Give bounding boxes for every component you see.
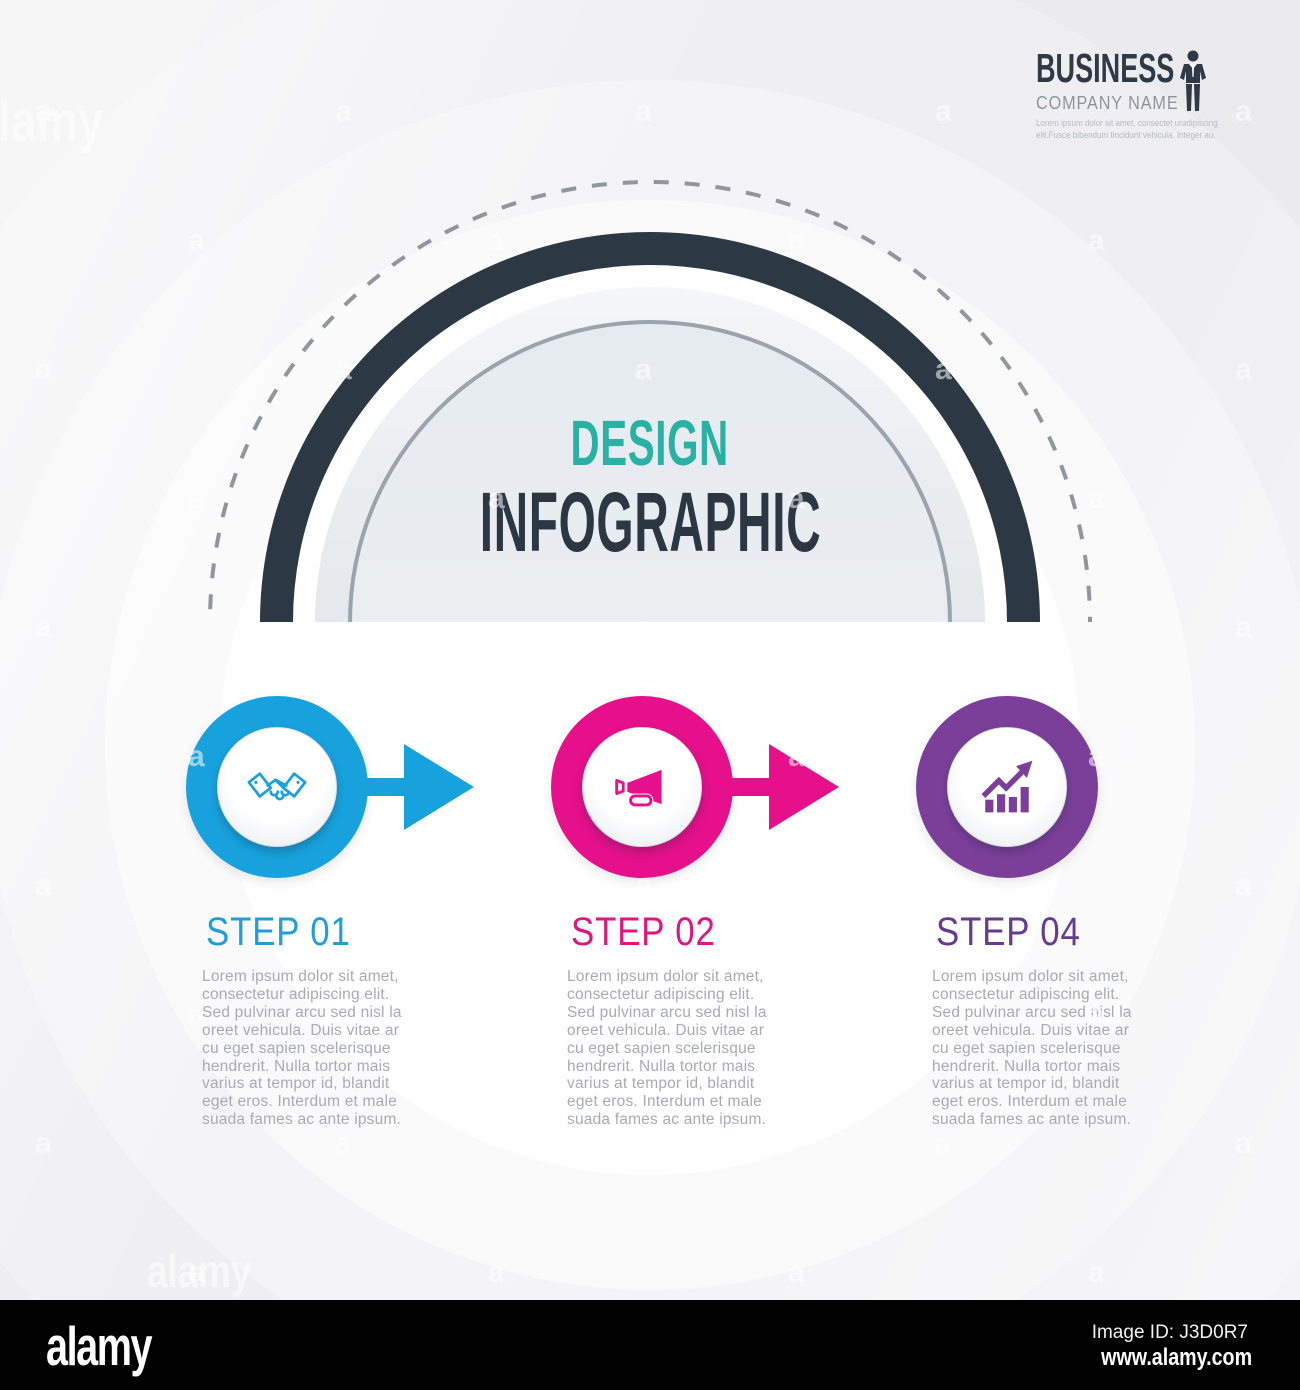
step3-label: STEP 04 [936,910,1102,955]
step2-body: Lorem ipsum dolor sit amet, consectetur … [567,968,767,1129]
footer-bar: alamy Image ID: J3D0R7 www.alamy.com [0,1300,1300,1390]
megaphone-icon [615,769,662,808]
alamy-logo: alamy [46,1315,153,1377]
step1-label-text: STEP 01 [206,910,351,954]
alamy-watermark-word: alamy [147,1245,252,1297]
step2-label: STEP 02 [571,910,737,955]
semicircle-graphic [208,180,1092,622]
alamy-watermark-glyph: a [35,1127,52,1160]
step1-circle [186,696,368,878]
alamy-watermark-glyph: a [188,1256,205,1289]
businessman-icon [1178,50,1208,119]
step3-circle [916,696,1098,878]
alamy-watermark-glyph: a [788,1256,805,1289]
company-name: COMPANY NAME [1036,93,1179,113]
image-id-text: Image ID: J3D0R7 [1091,1322,1248,1343]
alamy-url-text: www.alamy.com [1101,1344,1252,1371]
step3-inner-circle [947,727,1067,847]
alamy-watermark-glyph: a [1235,1127,1252,1160]
alamy-watermark-glyph: a [1235,869,1252,902]
arrow-right-icon [358,741,478,838]
inner-disc [352,324,948,622]
step-block-1: STEP 01 Lorem ipsum dolor sit amet, cons… [186,696,496,1176]
hero-title-design: DESIGN [0,406,1300,480]
step1-label: STEP 01 [206,910,372,955]
growth-chart-icon [981,760,1033,813]
handshake-icon [247,772,307,801]
step2-inner-circle [582,727,702,847]
step1-body: Lorem ipsum dolor sit amet, consectetur … [202,968,402,1129]
step3-label-text: STEP 04 [936,910,1081,954]
step2-label-text: STEP 02 [571,910,716,954]
step-block-2: STEP 02 Lorem ipsum dolor sit amet, cons… [551,696,861,1176]
hero-title-infographic-text: INFOGRAPHIC [479,475,821,569]
step-block-3: STEP 04 Lorem ipsum dolor sit amet, cons… [916,696,1226,1176]
hero-title-design-text: DESIGN [570,407,730,479]
alamy-watermark-glyph: a [488,1256,505,1289]
alamy-watermark-glyph: a [35,869,52,902]
alamy-watermark-glyph: a [1088,1256,1105,1289]
brand-title: BUSINESS [1036,45,1175,91]
step1-inner-circle [217,727,337,847]
hero-semicircle [0,0,1300,622]
step2-circle [551,696,733,878]
arrow-right-icon [723,741,843,838]
step3-body: Lorem ipsum dolor sit amet, consectetur … [932,968,1132,1129]
brand-tagline: Lorem ipsum dolor sit amet, consectet ur… [1036,118,1218,141]
hero-title-infographic: INFOGRAPHIC [0,474,1300,571]
